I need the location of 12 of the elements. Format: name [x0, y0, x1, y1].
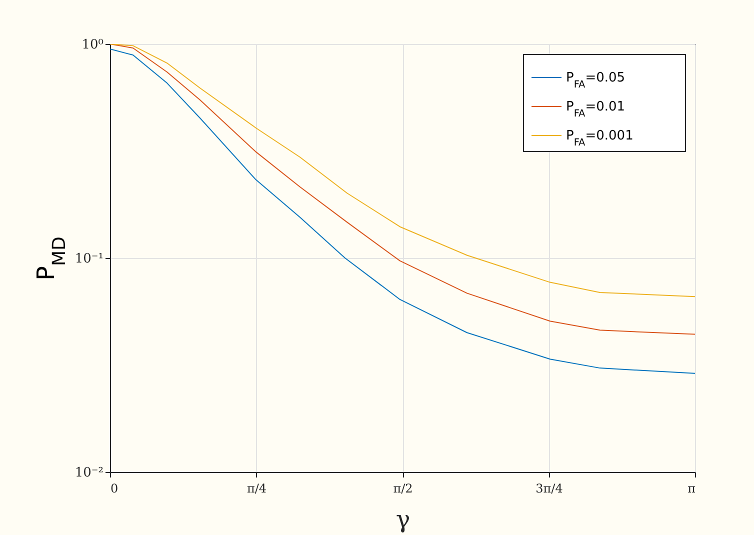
legend-label: P$_{FA}$=0.05 [566, 70, 626, 90]
y-tick-label: 10⁰ [82, 38, 104, 52]
x-axis-title: γ [396, 506, 410, 534]
legend-label: P$_{FA}$=0.001 [566, 128, 634, 148]
x-tick-label: π/4 [246, 482, 267, 496]
x-tick-label: π/2 [393, 482, 413, 496]
y-tick-label: 10⁻² [74, 466, 104, 480]
y-tick-label: 10⁻¹ [74, 252, 104, 266]
x-tick-label: 0 [110, 482, 118, 496]
x-tick-label: 3π/4 [536, 482, 564, 496]
legend-label: P$_{FA}$=0.01 [566, 100, 626, 119]
x-tick-label: π [688, 482, 696, 496]
